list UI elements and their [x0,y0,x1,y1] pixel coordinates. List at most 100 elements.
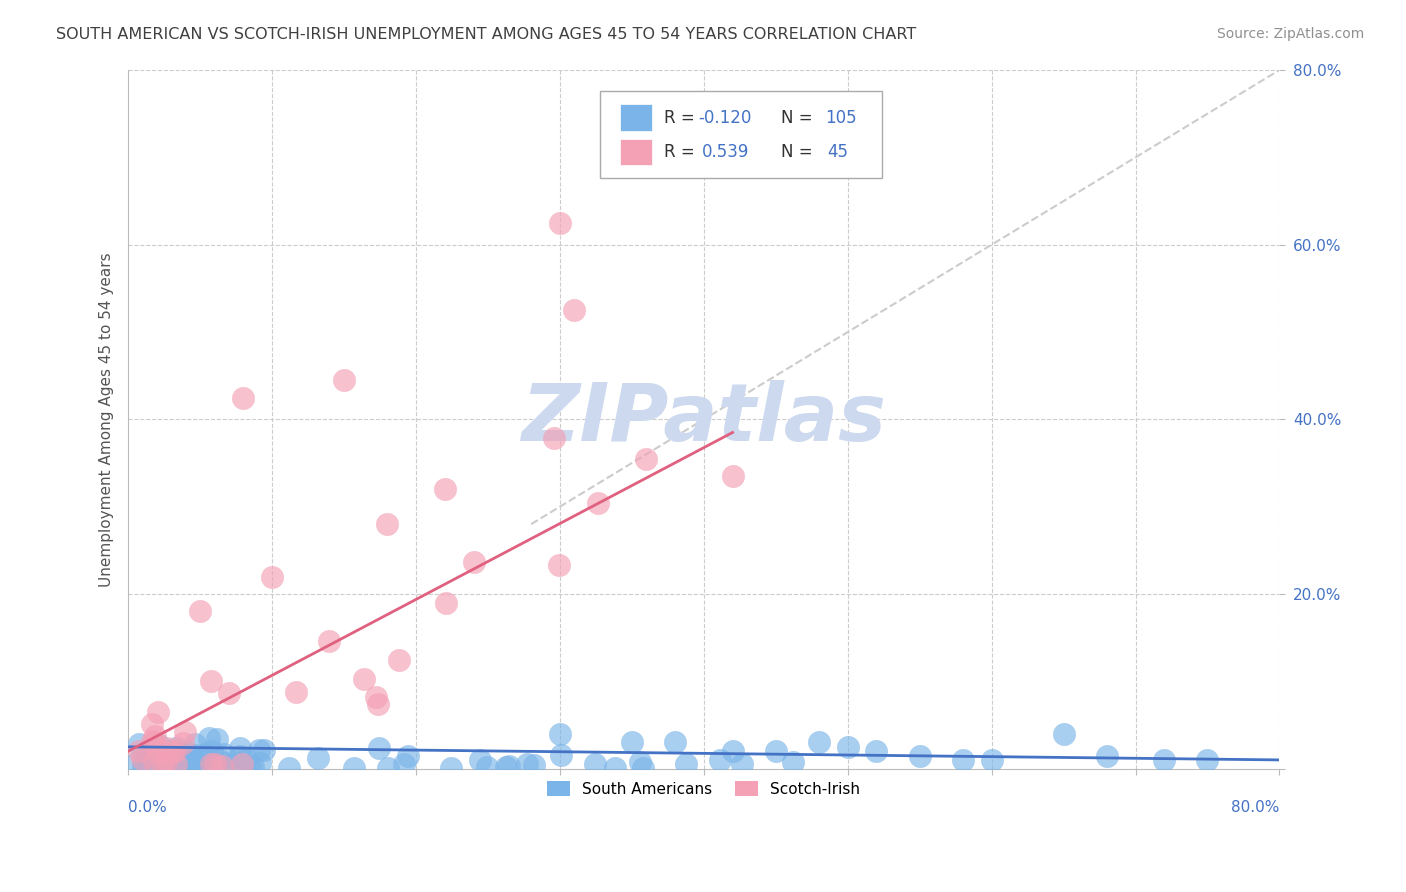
Point [388,653,411,667]
Point [148,705,170,719]
Point [226,756,249,771]
Point [343,761,366,775]
Point [128,737,150,751]
Text: N =: N = [780,109,818,127]
Point [523,758,546,772]
FancyBboxPatch shape [620,138,652,165]
Point [150,762,173,776]
Point [188,605,211,619]
Point [155,754,177,768]
Point [211,758,233,772]
Point [495,760,517,774]
Point [377,761,399,775]
Text: 0.0%: 0.0% [128,800,167,815]
Point [156,751,179,765]
Point [143,729,166,743]
Point [148,739,170,753]
Point [165,752,187,766]
Point [548,216,571,230]
Point [148,752,170,766]
Text: -0.120: -0.120 [697,109,751,127]
Point [231,756,253,771]
Point [730,757,752,772]
Point [125,756,148,770]
Point [142,754,165,768]
Point [179,759,201,773]
Point [183,737,205,751]
Point [176,754,198,768]
Text: SOUTH AMERICAN VS SCOTCH-IRISH UNEMPLOYMENT AMONG AGES 45 TO 54 YEARS CORRELATIO: SOUTH AMERICAN VS SCOTCH-IRISH UNEMPLOYM… [56,27,917,42]
Point [162,760,184,774]
Point [498,758,520,772]
Point [146,760,169,774]
Text: R =: R = [664,109,700,127]
Point [782,756,804,770]
Point [143,755,166,769]
Point [228,741,250,756]
Point [165,755,187,769]
Point [165,740,187,755]
Point [141,734,163,748]
FancyBboxPatch shape [600,91,882,178]
Point [837,739,859,754]
Point [132,759,155,773]
Point [548,558,571,573]
Text: 80.0%: 80.0% [1232,800,1279,815]
Point [247,743,270,757]
Point [218,762,240,776]
Point [173,762,195,776]
Text: 45: 45 [827,143,848,161]
Point [543,431,565,445]
Point [174,762,197,776]
Point [204,756,226,771]
Point [433,482,456,496]
Point [165,757,187,772]
Point [434,596,457,610]
Point [209,753,232,767]
Legend: South Americans, Scotch-Irish: South Americans, Scotch-Irish [541,775,866,803]
Text: ZIPatlas: ZIPatlas [522,380,886,458]
Point [200,757,222,772]
Point [131,751,153,765]
Text: 0.539: 0.539 [702,143,749,161]
Point [142,735,165,749]
Point [1052,727,1074,741]
Point [628,756,651,770]
Point [318,633,340,648]
Point [1153,753,1175,767]
Point [307,750,329,764]
Point [396,748,419,763]
Point [200,673,222,688]
Point [176,745,198,759]
Point [183,747,205,762]
Point [721,469,744,483]
Point [150,756,173,770]
Point [475,760,498,774]
Point [128,744,150,758]
Point [375,517,398,532]
Point [186,752,208,766]
Point [143,758,166,772]
Point [232,391,254,405]
Point [620,735,643,749]
Point [333,373,356,387]
Point [353,673,375,687]
Point [165,744,187,758]
Point [165,755,187,769]
Point [277,761,299,775]
Point [145,745,167,759]
Point [201,744,224,758]
Point [550,747,572,762]
Point [197,751,219,765]
Point [183,751,205,765]
Point [249,756,271,770]
Point [180,762,202,776]
Point [562,303,585,318]
Point [394,757,416,772]
Point [193,759,215,773]
Point [142,754,165,768]
Point [709,753,731,767]
Point [675,757,697,772]
Point [239,761,262,775]
Point [187,760,209,774]
